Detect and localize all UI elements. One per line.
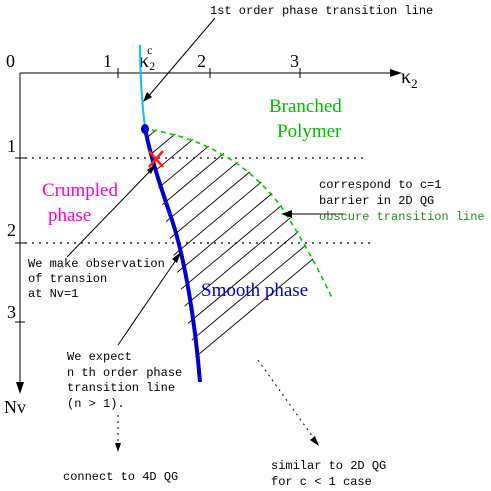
smooth-phase-boundary bbox=[143, 127, 202, 383]
y-tick-label-3: 3 bbox=[7, 302, 16, 322]
triple-point-dot bbox=[141, 124, 149, 134]
branched-polymer-label-line2: Polymer bbox=[277, 121, 342, 142]
expect-annotation-line2: n th order phase bbox=[67, 366, 182, 380]
origin-label: 0 bbox=[6, 51, 15, 71]
crumpled-phase-label-line2: phase bbox=[48, 205, 91, 226]
similar-2d-annotation-line1: similar to 2D QG bbox=[271, 459, 386, 473]
x-tick-label-2: 2 bbox=[197, 51, 206, 71]
expect-annotation-line1: We expect bbox=[67, 350, 132, 364]
observation-pointer bbox=[66, 167, 154, 258]
expect-annotation-line4: (n > 1). bbox=[67, 397, 125, 411]
crumpled-phase-label-line1: Crumpled bbox=[42, 180, 118, 201]
x-tick-label-3: 3 bbox=[290, 51, 299, 71]
first-order-annotation: 1st order phase transition line bbox=[210, 4, 433, 18]
first-order-pointer-arrowhead bbox=[143, 92, 152, 102]
observation-annotation-line2: of transion bbox=[28, 272, 107, 286]
correspond-annotation-line1: correspond to c=1 bbox=[319, 178, 441, 192]
expect-pointer-arrowhead bbox=[172, 252, 181, 263]
critical-kappa-sup: c bbox=[147, 43, 152, 57]
connect-4d-annotation: connect to 4D QG bbox=[63, 470, 178, 484]
similar-2d-pointer bbox=[257, 359, 316, 441]
observation-annotation-line3: at Nv=1 bbox=[28, 287, 78, 301]
critical-kappa-sub: 2 bbox=[149, 59, 155, 73]
x-axis-arrowhead bbox=[390, 69, 402, 77]
correspond-annotation-line2: barrier in 2D QG bbox=[319, 194, 434, 208]
y-axis-label: Nv bbox=[4, 397, 26, 417]
observation-annotation-line1: We make observation bbox=[28, 257, 165, 271]
connect-4d-pointer-arrowhead bbox=[115, 443, 121, 452]
smooth-phase-label: Smooth phase bbox=[201, 280, 308, 301]
first-order-transition-line bbox=[139, 44, 146, 129]
y-tick-label-2: 2 bbox=[7, 220, 16, 240]
observation-pointer-arrowhead bbox=[147, 164, 156, 174]
x-axis-label: κ2 bbox=[401, 66, 418, 91]
branched-polymer-label-line1: Branched bbox=[269, 96, 342, 117]
first-order-pointer bbox=[146, 17, 216, 99]
expect-pointer bbox=[117, 256, 179, 346]
critical-kappa-label: κ2c bbox=[139, 43, 155, 73]
similar-2d-pointer-arrowhead bbox=[310, 436, 319, 446]
axes bbox=[15, 68, 402, 394]
obscure-pointer-arrowhead bbox=[281, 210, 292, 218]
y-axis-arrowhead bbox=[16, 382, 24, 394]
similar-2d-annotation-line2: for c < 1 case bbox=[271, 475, 372, 489]
obscure-transition-line bbox=[151, 129, 334, 301]
x-axis-label-sub: 2 bbox=[411, 76, 418, 91]
y-tick-label-1: 1 bbox=[7, 136, 16, 156]
x-tick-label-1: 1 bbox=[103, 51, 112, 71]
expect-annotation-line3: transition line bbox=[67, 381, 175, 395]
obscure-annotation: obscure transition line bbox=[319, 210, 485, 224]
observation-cross-marker bbox=[148, 150, 164, 168]
